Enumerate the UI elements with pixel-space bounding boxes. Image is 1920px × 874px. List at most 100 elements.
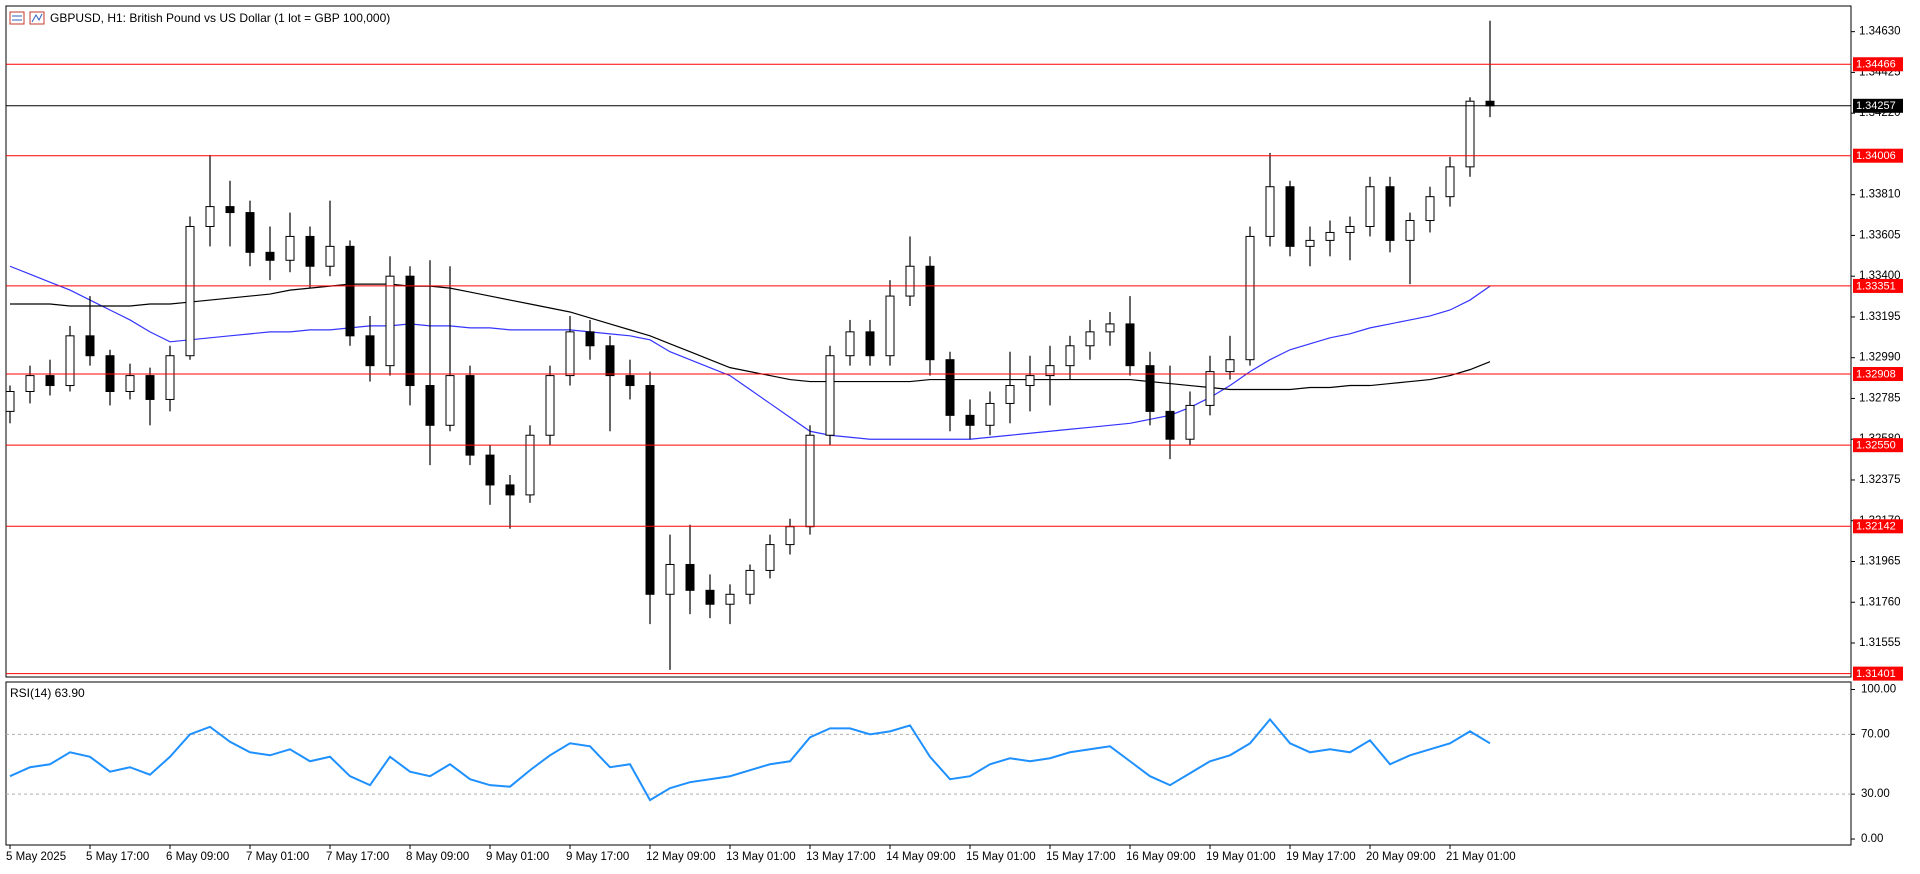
y-tick-label: 1.31555 (1859, 637, 1901, 649)
candle-body (985, 402, 995, 426)
x-tick-label: 21 May 01:00 (1446, 851, 1516, 863)
candle-body (25, 375, 35, 393)
candle-body (1325, 231, 1335, 241)
candle-body (385, 275, 395, 367)
level-label: 1.33351 (1856, 280, 1896, 292)
candle-body (1265, 186, 1275, 237)
candle-body (705, 589, 715, 605)
level-label-box (1853, 148, 1903, 163)
candle-body (865, 331, 875, 357)
x-tick-label: 5 May 17:00 (86, 851, 149, 863)
candle-body (545, 375, 555, 436)
candle-body (1045, 365, 1055, 377)
candle-body (1405, 220, 1415, 241)
candle-body (145, 375, 155, 400)
candle-body (205, 206, 215, 227)
level-label: 1.34466 (1856, 59, 1896, 71)
candle-body (745, 569, 755, 595)
candle-body (425, 385, 435, 426)
candle-body (1485, 100, 1495, 107)
x-tick-label: 8 May 09:00 (406, 851, 469, 863)
candle-body (1125, 323, 1135, 367)
current-price-box (1853, 98, 1903, 113)
y-tick-label: 30.00 (1861, 788, 1890, 800)
candle-body (965, 414, 975, 426)
y-tick-label: 1.34630 (1859, 26, 1901, 38)
y-tick-label: 100.00 (1861, 684, 1896, 696)
candle-body (445, 375, 455, 426)
candle-body (365, 335, 375, 367)
current-price-label: 1.34257 (1856, 100, 1896, 112)
candle-body (1425, 196, 1435, 222)
x-tick-label: 6 May 09:00 (166, 851, 229, 863)
candle-body (1225, 359, 1235, 373)
candle-body (265, 251, 275, 261)
candle-body (285, 235, 295, 261)
candle-body (485, 454, 495, 486)
x-tick-label: 7 May 17:00 (326, 851, 389, 863)
x-tick-label: 16 May 09:00 (1126, 851, 1196, 863)
candle-body (1305, 239, 1315, 247)
candle-body (825, 355, 835, 436)
x-tick-label: 15 May 17:00 (1046, 851, 1116, 863)
level-label-box (1853, 57, 1903, 72)
candle-body (165, 355, 175, 400)
x-tick-label: 5 May 2025 (6, 851, 66, 863)
candle-body (525, 434, 535, 496)
indicator-title: RSI(14) 63.90 (10, 686, 85, 700)
level-label: 1.34006 (1856, 150, 1896, 162)
level-label-box (1853, 367, 1903, 382)
candle-body (925, 265, 935, 361)
candle-body (765, 544, 775, 571)
candle-body (1025, 375, 1035, 387)
level-label-box (1853, 278, 1903, 293)
y-tick-label: 1.32990 (1859, 352, 1901, 364)
candle-body (725, 593, 735, 605)
level-label-box (1853, 519, 1903, 534)
candle-body (1005, 385, 1015, 404)
candle-body (1365, 186, 1375, 227)
toolbar-icons[interactable] (9, 11, 45, 25)
y-tick-label: 70.00 (1861, 728, 1890, 740)
candle-body (1245, 235, 1255, 361)
candle-body (405, 275, 415, 387)
icon[interactable] (29, 11, 45, 25)
x-tick-label: 14 May 09:00 (886, 851, 956, 863)
candle-body (905, 265, 915, 297)
candle-body (1385, 186, 1395, 241)
level-label: 1.31401 (1856, 668, 1896, 680)
candle-body (1345, 225, 1355, 233)
level-label-box (1853, 666, 1903, 681)
candle-body (885, 295, 895, 357)
moving-average-line (9, 265, 1491, 440)
candle-body (325, 245, 335, 267)
candle-body (1085, 331, 1095, 347)
candle-body (665, 563, 675, 595)
candle-body (1165, 410, 1175, 440)
y-tick-label: 0.00 (1861, 833, 1883, 845)
candle-body (225, 206, 235, 214)
candle-body (465, 375, 475, 456)
level-label: 1.32142 (1856, 521, 1896, 533)
candle-body (1285, 186, 1295, 247)
y-tick-label: 1.33605 (1859, 229, 1901, 241)
candle-body (505, 484, 515, 496)
candle-body (245, 212, 255, 253)
x-tick-label: 19 May 17:00 (1286, 851, 1356, 863)
candle-body (1465, 100, 1475, 168)
level-label: 1.32908 (1856, 368, 1896, 380)
candle-body (1145, 365, 1155, 412)
candle-body (1445, 166, 1455, 198)
candle-body (585, 331, 595, 347)
y-tick-label: 1.32375 (1859, 474, 1901, 486)
y-tick-label: 1.32785 (1859, 392, 1901, 404)
icon[interactable] (9, 11, 25, 25)
candle-body (1185, 404, 1195, 440)
x-tick-label: 7 May 01:00 (246, 851, 309, 863)
candle-body (805, 434, 815, 528)
x-tick-label: 15 May 01:00 (966, 851, 1036, 863)
candle-body (945, 359, 955, 416)
candle-body (605, 345, 615, 377)
